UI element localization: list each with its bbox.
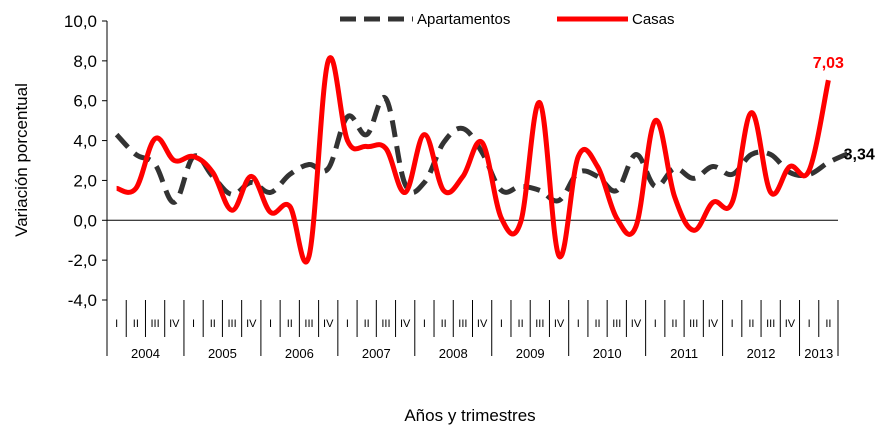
quarter-label: III: [381, 318, 390, 330]
quarter-label: IV: [785, 318, 796, 330]
y-tick-label: 2,0: [73, 171, 97, 190]
y-tick-label: 0,0: [73, 211, 97, 230]
quarter-label: II: [594, 318, 600, 330]
quarter-label: I: [577, 318, 580, 330]
quarter-label: I: [500, 318, 503, 330]
y-tick-label: 4,0: [73, 132, 97, 151]
quarter-label: IV: [169, 318, 180, 330]
plot-area: 3,34 7,03: [114, 55, 875, 265]
quarter-label: I: [192, 318, 195, 330]
quarter-label: I: [808, 318, 811, 330]
quarter-label: I: [731, 318, 734, 330]
y-tick-label: -2,0: [68, 251, 97, 270]
quarter-label: III: [689, 318, 698, 330]
year-label: 2013: [804, 346, 833, 361]
end-label-casas: 7,03: [813, 55, 844, 72]
quarter-label: III: [458, 318, 467, 330]
quarter-label: I: [346, 318, 349, 330]
axes: 10,0 8,0 6,0 4,0 2,0 0,0 -2,0 -4,0: [64, 12, 838, 310]
quarter-label: II: [364, 318, 370, 330]
quarter-label: III: [612, 318, 621, 330]
y-axis-label: Variación porcentual: [12, 83, 31, 237]
quarter-label: I: [423, 318, 426, 330]
quarter-label: II: [133, 318, 139, 330]
year-label: 2004: [131, 346, 160, 361]
quarter-label: IV: [477, 318, 488, 330]
x-category-axis: I II III IV I II III IV I II III IV I II III IV I II III IV…: [106, 300, 839, 361]
quarter-label: IV: [323, 318, 334, 330]
quarter-label: II: [441, 318, 447, 330]
series-line-apartamentos: [114, 95, 849, 205]
quarter-label: IV: [631, 318, 642, 330]
year-label: 2007: [362, 346, 391, 361]
quarter-label: IV: [400, 318, 411, 330]
quarter-label: IV: [554, 318, 565, 330]
quarter-label: IV: [708, 318, 719, 330]
y-tick-label: -4,0: [68, 291, 97, 310]
quarter-label: III: [766, 318, 775, 330]
quarter-label: I: [269, 318, 272, 330]
legend-label-casas: Casas: [632, 11, 675, 28]
x-axis-label: Años y trimestres: [404, 406, 535, 425]
quarter-label: III: [151, 318, 160, 330]
year-label: 2008: [439, 346, 468, 361]
year-label: 2009: [516, 346, 545, 361]
quarter-label: II: [518, 318, 524, 330]
quarter-label: II: [748, 318, 754, 330]
quarter-label: II: [671, 318, 677, 330]
quarter-label: III: [227, 318, 236, 330]
year-label: 2011: [670, 346, 698, 361]
quarter-label: III: [304, 318, 313, 330]
year-label: 2006: [285, 346, 314, 361]
quarter-label: II: [825, 318, 831, 330]
legend-label-apartamentos: Apartamentos: [417, 11, 510, 28]
quarter-label: I: [654, 318, 657, 330]
quarter-label: IV: [246, 318, 257, 330]
quarter-label: II: [287, 318, 293, 330]
year-label: 2010: [593, 346, 622, 361]
quarter-label: I: [115, 318, 118, 330]
y-tick-label: 8,0: [73, 52, 97, 71]
quarter-label: III: [535, 318, 544, 330]
y-tick-label: 6,0: [73, 92, 97, 111]
legend: Apartamentos Casas: [340, 11, 675, 28]
end-label-apartamentos: 3,34: [844, 147, 875, 164]
quarter-label: II: [210, 318, 216, 330]
year-label: 2005: [208, 346, 237, 361]
y-tick-label: 10,0: [64, 12, 97, 31]
year-label: 2012: [747, 346, 776, 361]
series-line-casas: [116, 55, 831, 265]
